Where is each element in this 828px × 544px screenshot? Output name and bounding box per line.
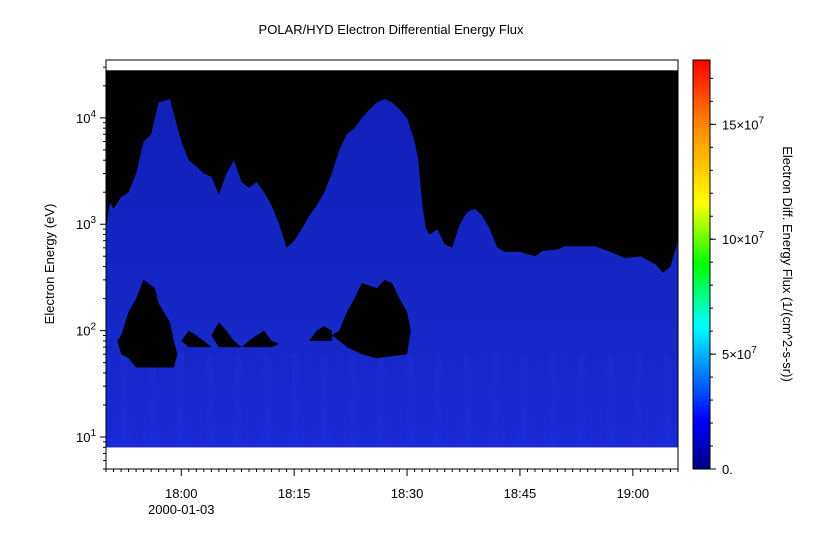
flux-strip [563,354,571,448]
flux-strip [434,354,443,448]
flux-strip [520,354,528,448]
y-tick-label: 102 [76,322,96,339]
x-tick-label: 18:30 [391,486,424,501]
flux-strip [263,354,271,448]
flux-strip [477,354,485,448]
colorbar-axis: 0. 5×107 10×107 15×107 [710,77,765,477]
no-data-gap [331,279,411,359]
colorbar-tick-label: 0. [722,462,733,477]
flux-strip [220,354,228,448]
flux-strip [549,354,557,448]
flux-strip [377,354,385,448]
x-tick-label: 18:15 [278,486,311,501]
flux-strip [120,354,128,448]
flux-strip [635,354,643,448]
x-tick-label: 18:45 [504,486,537,501]
flux-strip [177,354,185,448]
plot-area [106,60,678,469]
flux-strip [349,354,357,448]
flux-strip [606,354,614,448]
flux-strip [148,354,157,448]
flux-strip [492,354,500,448]
flux-strip [306,354,314,448]
flux-strip [363,354,371,448]
flux-strip [392,354,400,448]
flux-strip [663,354,671,448]
x-tick-label: 18:00 [165,486,198,501]
flux-strip [592,354,600,448]
y-axis: 101 102 103 104 [76,66,106,470]
flux-strip [535,354,543,448]
colorbar [692,59,711,470]
flux-strip [420,354,428,448]
no-data-gap [117,279,178,368]
flux-strip [291,354,300,448]
flux-strip [463,354,471,448]
flux-strip [320,354,328,448]
y-tick-label: 103 [76,215,96,232]
colorbar-tick-label: 15×107 [722,115,765,132]
y-axis-label: Electron Energy (eV) [42,204,57,325]
flux-strip [406,354,414,448]
flux-strip [506,354,514,448]
y-tick-label: 101 [76,428,96,445]
flux-strip [334,354,342,448]
flux-strip [191,354,199,448]
colorbar-label: Electron Diff. Energy Flux (1/(cm^2-s-sr… [780,146,795,382]
x-tick-label: 19:00 [617,486,650,501]
flux-strip [234,354,242,448]
x-tick-sublabel: 2000-01-03 [148,502,215,517]
chart-title: POLAR/HYD Electron Differential Energy F… [259,22,524,37]
flux-strip [106,354,114,448]
flux-strip [577,354,586,448]
flux-strip [134,354,142,448]
flux-strip [649,354,657,448]
no-data-gap [211,322,280,348]
no-data-gap [181,330,212,348]
no-data-gap [309,326,332,341]
colorbar-tick-label: 10×107 [722,230,765,247]
flux-strip [277,354,285,448]
flux-strip [163,354,171,448]
y-tick-label: 104 [76,109,96,126]
flux-strip [249,354,257,448]
flux-strip [206,354,214,448]
flux-strip [449,354,457,448]
flux-strip [620,354,628,448]
flux-band [106,99,678,448]
colorbar-tick-label: 5×107 [722,345,757,362]
